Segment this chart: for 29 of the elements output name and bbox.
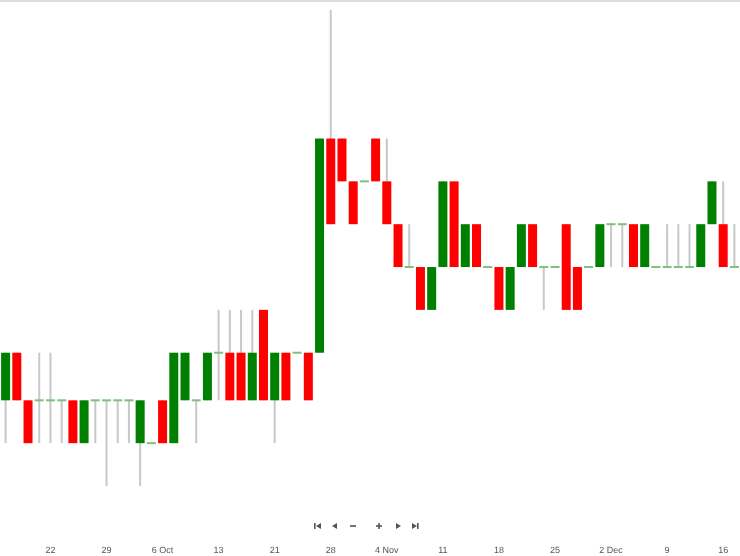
- candlestick: [247, 308, 257, 402]
- candlestick: [79, 399, 89, 445]
- candlestick: [158, 399, 168, 445]
- candlestick: [348, 180, 358, 226]
- candlestick: [628, 223, 638, 269]
- candlestick: [707, 180, 717, 226]
- candlestick: [595, 223, 605, 269]
- candlestick: [494, 266, 504, 311]
- candlestick: [415, 266, 425, 311]
- candlestick: [427, 266, 437, 311]
- candlestick: [472, 223, 482, 269]
- candlestick: [460, 223, 470, 269]
- candlestick: [382, 137, 392, 226]
- candlestick: [68, 399, 78, 445]
- candlestick: [729, 223, 739, 269]
- candlestick: [214, 308, 224, 402]
- candlestick: [696, 223, 706, 269]
- candlestick: [516, 223, 526, 269]
- candlestick: [528, 223, 538, 269]
- candlestick: [718, 180, 728, 269]
- candlestick: [640, 223, 650, 269]
- candlestick: [135, 399, 145, 487]
- candlestick: [23, 399, 33, 445]
- candlestick: [270, 351, 280, 445]
- candlestick: [1, 351, 11, 445]
- candlestick: [505, 266, 515, 311]
- candlestick: [404, 223, 414, 269]
- candlestick: [393, 223, 403, 269]
- candlestick: [191, 399, 201, 445]
